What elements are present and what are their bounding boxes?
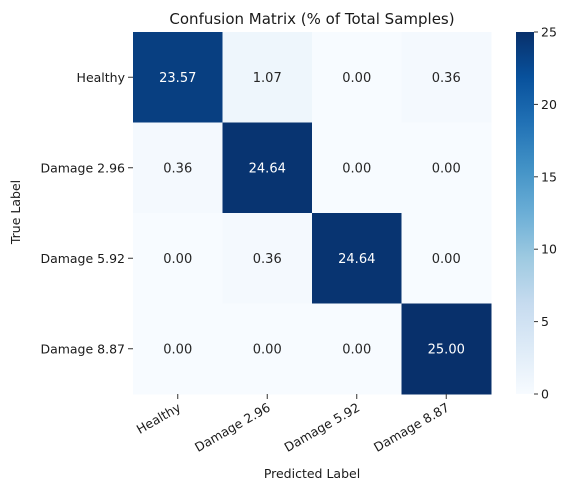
heatmap-cell [401, 122, 492, 214]
colorbar-tick-label: 15 [541, 169, 557, 184]
colorbar-tick-label: 0 [541, 387, 549, 402]
x-tick-label: Healthy [134, 399, 184, 437]
heatmap-cell [312, 213, 402, 304]
y-tick-label: Damage 8.87 [40, 341, 125, 356]
cell-value-label: 0.00 [253, 342, 282, 357]
cell-value-label: 1.07 [253, 71, 282, 86]
x-tick-label: Damage 5.92 [282, 400, 363, 455]
heatmap-cell [133, 303, 223, 395]
cell-value-label: 0.36 [163, 161, 192, 176]
cell-value-label: 0.36 [253, 252, 282, 267]
x-tick-label: Damage 8.87 [371, 400, 452, 455]
colorbar-tick-label: 25 [541, 25, 557, 40]
colorbar-tick-label: 5 [541, 314, 549, 329]
heatmap-cell [222, 303, 313, 395]
colorbar-tick-label: 20 [541, 97, 557, 112]
y-axis-ticks: Healthy Damage 2.96 Damage 5.92 Damage 8.87 [40, 70, 133, 356]
cell-value-label: 25.00 [428, 342, 465, 357]
colorbar [516, 32, 534, 394]
heatmap-cell [222, 213, 313, 304]
colorbar-tick-label: 10 [541, 242, 557, 257]
x-axis-ticks: Healthy Damage 2.96 Damage 5.92 Damage 8.87 [134, 394, 452, 455]
cell-value-label: 0.00 [342, 71, 371, 86]
heatmap-cell-labels: 23.57 1.07 0.00 0.36 0.36 24.64 0.00 0.00 0.00 0.… [159, 71, 465, 358]
heatmap-cell [401, 213, 492, 304]
heatmap-cell [133, 32, 223, 123]
cell-value-label: 0.36 [432, 71, 461, 86]
heatmap-cell [222, 122, 313, 214]
heatmap-cell [401, 32, 492, 123]
cell-value-label: 0.00 [342, 342, 371, 357]
heatmap-cell [312, 122, 402, 214]
y-tick-label: Damage 5.92 [40, 251, 125, 266]
cell-value-label: 0.00 [342, 161, 371, 176]
heatmap-cell [401, 303, 492, 395]
cell-value-label: 24.64 [249, 161, 286, 176]
heatmap-cells [133, 32, 492, 395]
cell-value-label: 0.00 [163, 252, 192, 267]
heatmap-cell [133, 213, 223, 304]
heatmap-cell [133, 122, 223, 214]
cell-value-label: 0.00 [432, 161, 461, 176]
cell-value-label: 23.57 [159, 71, 196, 86]
x-tick-label: Damage 2.96 [192, 400, 273, 455]
cell-value-label: 24.64 [338, 252, 375, 267]
heatmap-cell [222, 32, 313, 123]
colorbar-ticks: 0 5 10 15 20 25 [534, 25, 557, 402]
cell-value-label: 0.00 [432, 252, 461, 267]
heatmap-cell [312, 32, 402, 123]
chart-title: Confusion Matrix (% of Total Samples) [169, 10, 454, 28]
heatmap-cell [312, 303, 402, 395]
x-axis-label: Predicted Label [264, 466, 360, 481]
y-tick-label: Healthy [77, 70, 126, 85]
y-tick-label: Damage 2.96 [40, 160, 125, 175]
cell-value-label: 0.00 [163, 342, 192, 357]
y-axis-label: True Label [8, 180, 23, 245]
